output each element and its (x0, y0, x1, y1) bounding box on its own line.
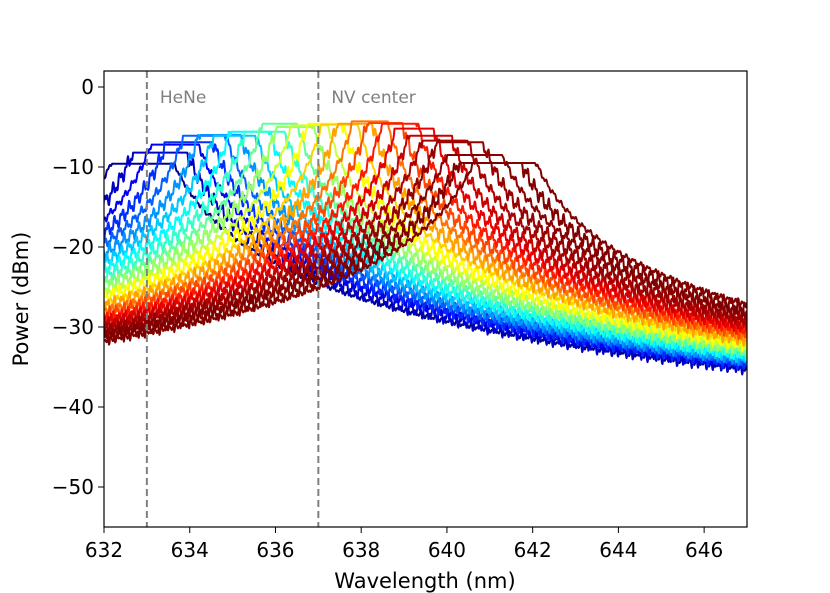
spectrum-line (104, 130, 747, 361)
spectrum-line (104, 122, 747, 347)
x-tick-label: 640 (428, 538, 466, 562)
y-tick-label: −10 (52, 155, 94, 179)
x-axis: 632 634 636 638 640 642 644 646 (85, 527, 723, 562)
reference-lines: HeNe NV center (145, 71, 416, 527)
x-tick-label: 642 (514, 538, 552, 562)
x-tick-label: 632 (85, 538, 123, 562)
y-tick-label: −20 (52, 235, 94, 259)
reference-line-label: NV center (331, 88, 415, 108)
y-tick-label: 0 (81, 75, 94, 99)
x-tick-label: 636 (256, 538, 294, 562)
spectrum-line (104, 162, 747, 344)
x-tick-label: 644 (599, 538, 637, 562)
series-layer (104, 120, 747, 376)
y-tick-label: −50 (52, 475, 94, 499)
x-tick-label: 638 (342, 538, 380, 562)
y-tick-label: −30 (52, 315, 94, 339)
y-axis: 0 −10 −20 −30 −40 −50 (52, 75, 104, 499)
x-axis-title: Wavelength (nm) (334, 569, 515, 593)
x-tick-label: 634 (171, 538, 209, 562)
spectrum-line (104, 134, 747, 364)
spectrum-line (104, 122, 747, 356)
spectrum-line (104, 122, 747, 335)
spectrum-line (104, 139, 747, 333)
reference-line-label: HeNe (160, 88, 206, 108)
plot-frame (103, 70, 748, 528)
y-axis-title: Power (dBm) (9, 232, 33, 367)
spectrum-line (104, 141, 747, 371)
x-tick-label: 646 (685, 538, 723, 562)
y-tick-label: −40 (52, 395, 94, 419)
spectrum-line (104, 162, 747, 346)
